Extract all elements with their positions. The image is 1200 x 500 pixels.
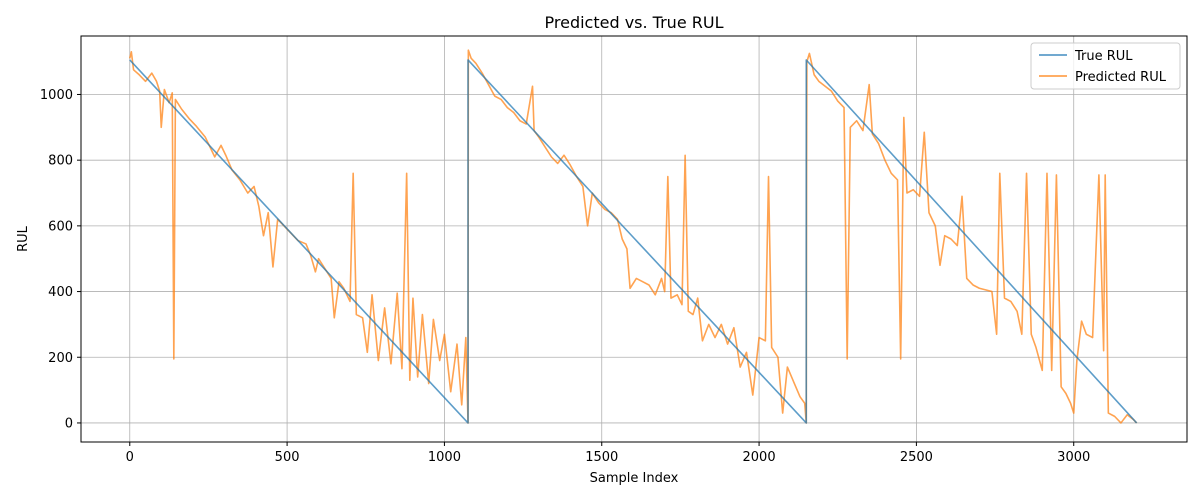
legend-label-true-rul: True RUL <box>1074 49 1133 64</box>
x-axis-label: Sample Index <box>590 471 679 486</box>
x-tick-label: 2000 <box>743 450 776 465</box>
y-tick-label: 1000 <box>40 88 73 103</box>
y-axis-label: RUL <box>16 225 31 252</box>
y-tick-label: 600 <box>48 219 73 234</box>
tick-layer: 0 500 1000 1500 2000 2500 3000 0 200 400 600 800 100… <box>40 88 1090 465</box>
y-tick-label: 200 <box>48 351 73 366</box>
x-tick-label: 3000 <box>1057 450 1090 465</box>
chart-title: Predicted vs. True RUL <box>545 13 724 32</box>
x-tick-label: 0 <box>126 450 134 465</box>
y-tick-label: 800 <box>48 154 73 169</box>
legend-label-predicted-rul: Predicted RUL <box>1075 70 1167 85</box>
legend: True RUL Predicted RUL <box>1030 42 1181 90</box>
x-tick-label: 2500 <box>900 450 933 465</box>
plot-frame <box>80 35 1188 443</box>
x-tick-label: 1000 <box>428 450 461 465</box>
true-rul-line <box>129 59 1138 424</box>
x-tick-label: 500 <box>275 450 300 465</box>
predicted-rul-line <box>128 49 1138 424</box>
series-layer <box>128 49 1138 424</box>
legend-box <box>1030 42 1181 90</box>
y-tick-label: 0 <box>65 416 73 431</box>
x-tick-label: 1500 <box>585 450 618 465</box>
y-tick-label: 400 <box>48 285 73 300</box>
